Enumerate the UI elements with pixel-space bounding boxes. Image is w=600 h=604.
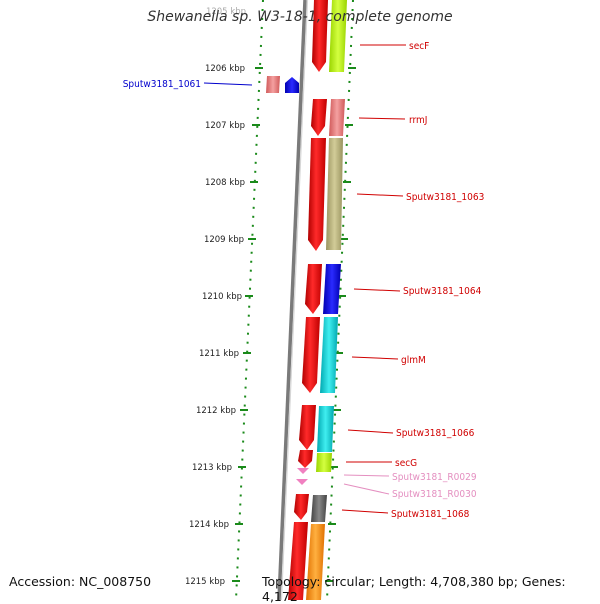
gene-label-sputw3181-1063[interactable]: Sputw3181_1063 [406, 192, 484, 203]
tick-label: 1208 kbp [205, 178, 245, 188]
gene-label-glmM[interactable]: glmM [401, 355, 426, 366]
tick-label: 1210 kbp [202, 292, 242, 302]
rna-arrow-sputw3181-r0030 [296, 479, 308, 485]
gene-label-sputw3181-1064[interactable]: Sputw3181_1064 [403, 286, 482, 297]
gene-arrow-sputw3181-1061 [285, 77, 299, 93]
tick-label: 1212 kbp [196, 406, 236, 416]
cog-feature-ring [306, 0, 347, 600]
gene-feature-glmM [320, 317, 338, 393]
inner-guide-line [326, 0, 354, 600]
leader-line-glmM [351, 356, 399, 360]
gene-label-sputw3181-1068[interactable]: Sputw3181_1068 [391, 509, 470, 520]
leader-line-sputw3181-1061 [203, 82, 253, 86]
map-title: Shewanella sp. W3-18-1, complete genome [147, 9, 453, 25]
gene-label-secG[interactable]: secG [395, 458, 417, 469]
leader-line-sputw3181-r0029 [343, 474, 390, 477]
gene-feature-secF [329, 0, 347, 72]
gene-feature-sputw3181-1061 [266, 76, 280, 93]
tick-label: 1207 kbp [205, 121, 245, 131]
tick-label: 1206 kbp [205, 64, 245, 74]
tick-label: 1214 kbp [189, 520, 229, 530]
gene-feature-secG [316, 453, 332, 472]
gene-arrow-sputw3181-1064 [305, 264, 322, 314]
leader-line-sputw3181-1066 [347, 429, 394, 434]
leader-line-sputw3181-1064 [353, 288, 401, 292]
gene-arrow-sputw3181-1063 [308, 138, 326, 251]
gene-feature-sputw3181-1063 [326, 138, 343, 250]
tick-label: 1209 kbp [204, 235, 244, 245]
tick-label: 1213 kbp [192, 463, 232, 473]
gene-arrow-sputw3181-1066 [299, 405, 316, 450]
leader-lines [203, 44, 406, 514]
tick-marks [232, 67, 263, 582]
rna-arrow-sputw3181-r0029 [297, 468, 309, 474]
gene-feature-next [306, 524, 325, 600]
genome-backbone [277, 0, 307, 600]
leader-line-sputw3181-1068 [341, 509, 389, 514]
leader-line-rrmJ [358, 117, 406, 120]
gene-label-sputw3181-r0030[interactable]: Sputw3181_R0030 [392, 489, 477, 500]
gene-arrow-sputw3181-1068 [294, 494, 309, 520]
gene-label-rrmJ[interactable]: rrmJ [409, 115, 427, 126]
genome-backbone-inner [280, 0, 309, 600]
leader-line-sputw3181-1063 [356, 193, 404, 197]
gene-arrow-rrmJ [311, 99, 327, 136]
gene-arrow-secG [298, 450, 313, 468]
gene-label-sputw3181-r0029[interactable]: Sputw3181_R0029 [392, 472, 477, 483]
inner-tick-marks [325, 67, 356, 582]
gene-label-sputw3181-1061[interactable]: Sputw3181_1061 [123, 79, 201, 90]
tick-guide-line [235, 0, 264, 600]
gene-feature-sputw3181-1068 [311, 495, 327, 522]
gene-arrow-next [288, 522, 308, 600]
tick-label: 1215 kbp [185, 577, 225, 587]
gene-feature-rrmJ [329, 99, 345, 136]
gene-arrow-secF [312, 0, 328, 72]
gene-label-sputw3181-1066[interactable]: Sputw3181_1066 [396, 428, 475, 439]
accession-text: Accession: NC_008750 [9, 574, 152, 589]
tick-label: 1205 kbp [206, 7, 246, 17]
gene-feature-sputw3181-1064 [323, 264, 341, 314]
leader-line-sputw3181-r0030 [343, 483, 390, 495]
gene-arrow-glmM [302, 317, 320, 393]
tick-label: 1211 kbp [199, 349, 239, 359]
gene-feature-sputw3181-1066 [317, 406, 334, 452]
gene-arrows [288, 0, 328, 600]
gene-label-secF[interactable]: secF [409, 41, 429, 52]
